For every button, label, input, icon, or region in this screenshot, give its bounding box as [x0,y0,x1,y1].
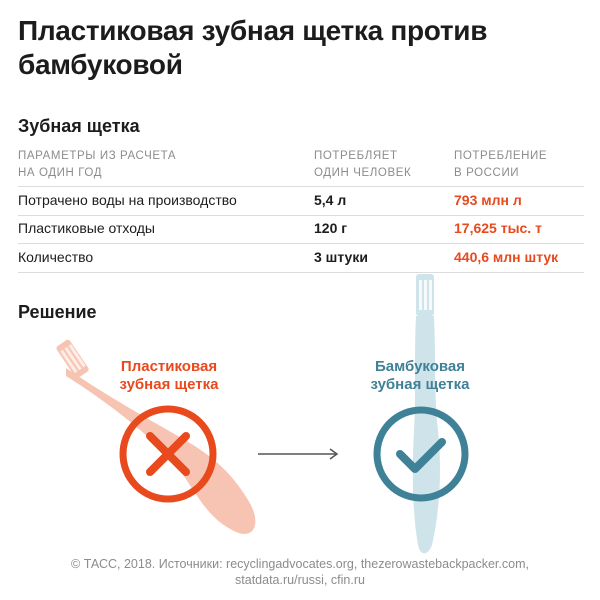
header-params: Параметры из расчета на один год [18,148,176,182]
row-person-value: 120 г [314,220,348,236]
plastic-label-line1: Пластиковая [120,358,218,375]
bamboo-label-line1: Бамбуковая [374,358,466,375]
section-title-toothbrush: Зубная щетка [18,116,140,136]
check-icon [373,406,469,502]
row-param: Потрачено воды на производство [18,192,237,208]
header-person: Потребляет один человек [314,148,411,182]
header-russia-line2: в России [454,167,520,179]
plastic-label-line2: зубная щетка [119,376,219,393]
header-params-line2: на один год [18,167,103,179]
arrow-icon [258,448,339,460]
plastic-toothbrush-icon [56,339,256,534]
table-row: Пластиковые отходы 120 г 17,625 тыс. т [18,215,584,244]
header-person-line2: один человек [314,167,412,179]
table-row: Потрачено воды на производство 5,4 л 793… [18,186,584,216]
cross-icon [119,405,217,503]
row-param: Пластиковые отходы [18,220,155,236]
row-person-value: 5,4 л [314,192,347,208]
row-russia-value: 793 млн л [454,192,522,208]
plastic-toothbrush-label: Пластиковая зубная щетка [104,358,234,394]
header-person-line1: Потребляет [314,150,398,162]
header-russia: Потребление в России [454,148,547,182]
page-title: Пластиковая зубная щетка против бамбуков… [18,15,488,80]
bamboo-toothbrush-label: Бамбуковая зубная щетка [350,358,490,394]
row-russia-value: 17,625 тыс. т [454,220,542,236]
header-params-line1: Параметры из расчета [18,150,177,162]
bamboo-label-line2: зубная щетка [370,376,470,393]
footer-sources-line2: statdata.ru/russi, cfin.ru [235,573,365,587]
header-russia-line1: Потребление [454,150,548,162]
table-row: Количество 3 штуки 440,6 млн штук [18,244,584,273]
section-title-solution: Решение [18,302,97,322]
footer-sources-line1: © ТАСС, 2018. Источники: recyclingadvoca… [71,557,529,571]
row-param: Количество [18,249,94,265]
row-person-value: 3 штуки [314,249,368,265]
row-russia-value: 440,6 млн штук [454,249,559,265]
